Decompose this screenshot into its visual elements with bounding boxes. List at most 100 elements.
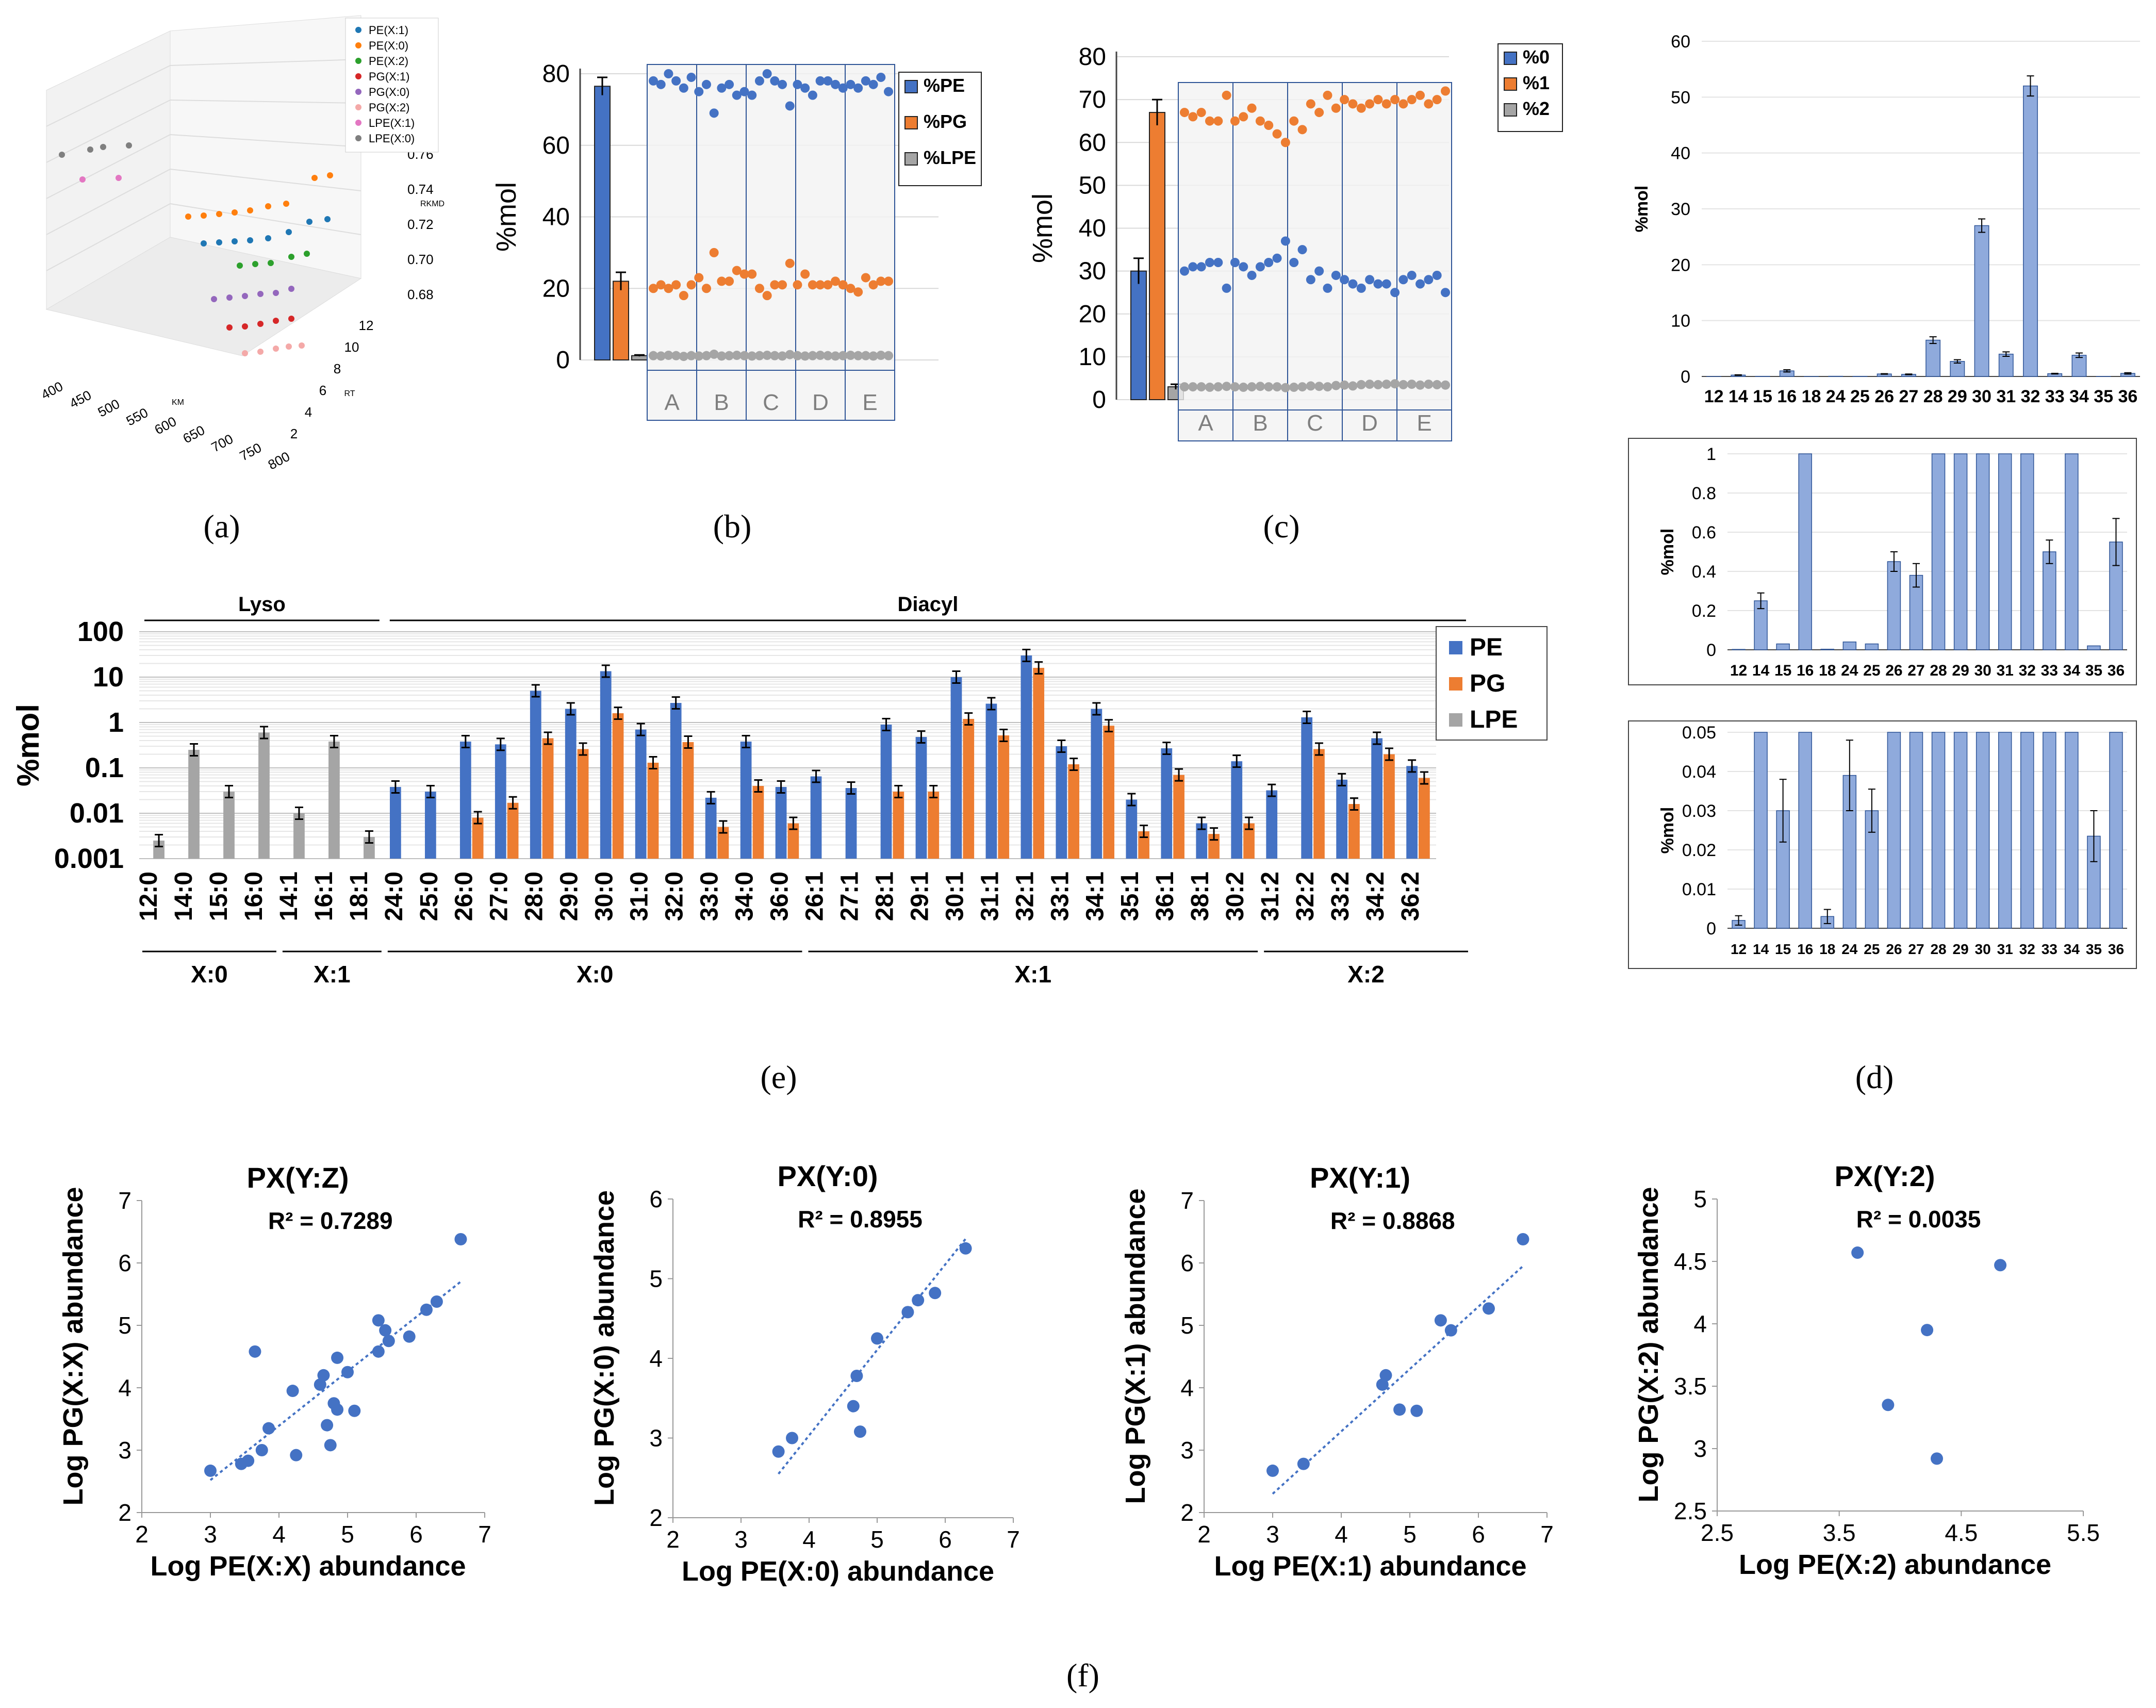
replicate-point-%2: [1188, 382, 1198, 392]
replicate-point-%2: [1289, 382, 1299, 392]
top-group-label-Diacyl: Diacyl: [897, 593, 958, 616]
replicate-point-%1: [1247, 103, 1257, 113]
y-tick-label-30: 30: [1671, 200, 1690, 219]
legend-marker-PG(X:2): [355, 104, 361, 110]
x-tick-label-6: 6: [939, 1526, 952, 1553]
top-group-label-Lyso: Lyso: [238, 593, 286, 616]
bar-26: [1887, 561, 1901, 650]
replicate-point-%PG: [686, 280, 696, 290]
replicate-point-%PE: [717, 83, 727, 93]
scatter-point-PG(X:1): [288, 316, 294, 322]
replicate-point-%0: [1381, 279, 1391, 289]
legend-marker-PG(X:1): [355, 73, 361, 79]
x-tick-label-27:1: 27:1: [836, 872, 863, 921]
group-label-A: A: [1198, 410, 1213, 436]
replicate-point-%1: [1188, 112, 1198, 122]
x-tick-label-26:1: 26:1: [801, 872, 828, 921]
bar-14: [1754, 732, 1768, 929]
scatter-point-PE(X:2): [268, 260, 274, 266]
y-tick-label-0: 0: [1092, 386, 1106, 414]
bar-PE-31:0: [635, 729, 647, 859]
y-tick-label-6: 6: [118, 1250, 131, 1276]
replicate-point-%0: [1272, 253, 1282, 263]
x-tick-label-750: 750: [237, 440, 264, 464]
x-tick-label-34: 34: [2063, 662, 2081, 679]
scatter-point-PE(X:0): [311, 175, 318, 181]
bar-PG-30:0: [612, 713, 624, 859]
bar-PE-34:2: [1371, 738, 1383, 859]
replicate-point-%PE: [649, 76, 658, 86]
replicate-point-%LPE: [785, 350, 795, 359]
x-tick-label-30: 30: [1975, 941, 1991, 957]
scatter-point: [420, 1303, 433, 1316]
replicate-point-%2: [1356, 380, 1366, 389]
replicate-point-%0: [1255, 262, 1265, 272]
replicate-point-%LPE: [747, 351, 757, 361]
bar-PE-34:1: [1091, 709, 1102, 859]
x-tick-label-33:1: 33:1: [1046, 872, 1074, 921]
scatter-point: [1921, 1324, 1934, 1337]
panel-frame: [1628, 438, 2137, 685]
x-axis-label: Log PE(X:2) abundance: [1739, 1549, 2051, 1580]
replicate-point-%1: [1373, 95, 1383, 105]
y-tick-label-0: 0: [1706, 919, 1716, 939]
replicate-point-%LPE: [876, 350, 886, 360]
x-tick-label-25: 25: [1864, 941, 1880, 957]
scatter-point: [772, 1445, 785, 1458]
replicate-point-%0: [1407, 270, 1417, 280]
chart-f-px-y0: 2 3 4 5 6 2 3 4 5 6 7 PX(Y:0) R² = 0.8955 Log PE(X:0)…: [589, 1160, 1020, 1587]
replicate-point-%2: [1196, 382, 1206, 392]
bar-35: [2087, 645, 2101, 650]
bar-PE-26:0: [459, 741, 471, 859]
x-axis-label: Log PE(X:1) abundance: [1214, 1551, 1526, 1582]
scatter-point: [786, 1432, 798, 1444]
replicate-point-%0: [1340, 275, 1349, 285]
chart-title: PX(Y:1): [1310, 1161, 1410, 1194]
scatter-point: [204, 1464, 217, 1477]
x-tick-label-29: 29: [1953, 941, 1969, 957]
replicate-point-%PE: [770, 76, 780, 86]
panel-label-a: (a): [203, 508, 240, 545]
y-tick-label-80: 80: [542, 60, 570, 88]
x-tick-label-16: 16: [1797, 941, 1813, 957]
bar-PE-33:2: [1336, 779, 1348, 859]
legend-swatch-%PE: [904, 80, 918, 93]
bar-LPE-15:0: [223, 792, 235, 859]
x-tick-label-15: 15: [1775, 941, 1791, 957]
x-tick-label-3: 3: [734, 1526, 748, 1553]
replicate-point-%2: [1280, 383, 1290, 392]
bottom-group-label-3: X:1: [1015, 961, 1052, 988]
bar-PG-27:0: [507, 802, 519, 859]
y-tick-label-60: 60: [542, 132, 570, 159]
replicate-point-%2: [1441, 380, 1450, 390]
legend-marker-PE(X:0): [355, 42, 361, 48]
replicate-point-%2: [1348, 381, 1358, 391]
y-tick-label-3: 3: [1693, 1435, 1707, 1462]
replicate-point-%1: [1424, 99, 1434, 109]
x-tick-label-15: 15: [1774, 662, 1791, 679]
grid-line: [46, 65, 171, 127]
y-tick-label-6: 6: [1180, 1250, 1194, 1276]
legend-swatch-%0: [1504, 52, 1517, 65]
y-axis-label: Log PG(X:1) abundance: [1120, 1188, 1151, 1504]
replicate-point-%PG: [778, 280, 787, 290]
x-tick-label-34:2: 34:2: [1362, 872, 1389, 921]
bar-32: [2020, 453, 2034, 650]
x-tick-label-33: 33: [2045, 387, 2065, 406]
scatter-point: [1266, 1464, 1279, 1477]
replicate-point-%LPE: [868, 351, 878, 361]
replicate-point-%1: [1365, 99, 1375, 109]
chart-title: PX(Y:2): [1835, 1160, 1935, 1192]
replicate-point-%2: [1264, 382, 1274, 392]
x-tick-label-7: 7: [1540, 1521, 1554, 1548]
bar-PE-38:1: [1196, 823, 1208, 859]
legend-label-%PE: %PE: [924, 75, 965, 96]
bar-24: [1842, 642, 1857, 650]
scatter-point: [1444, 1324, 1457, 1337]
bar-PG-28:0: [542, 738, 554, 859]
x-tick-label-34:0: 34:0: [731, 872, 759, 921]
x-tick-label-4: 4: [272, 1521, 286, 1548]
y-tick-label-50: 50: [1671, 88, 1690, 107]
y-axis-label: Log PG(X:2) abundance: [1633, 1187, 1664, 1502]
